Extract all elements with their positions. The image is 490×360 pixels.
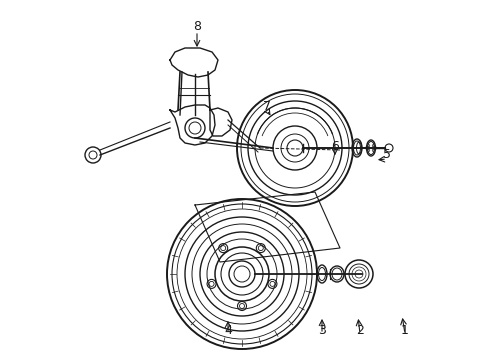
- Text: 5: 5: [383, 148, 391, 162]
- Text: 8: 8: [193, 21, 201, 33]
- Text: 3: 3: [318, 324, 326, 337]
- Text: 1: 1: [401, 324, 409, 337]
- Text: 2: 2: [356, 324, 364, 337]
- Text: 6: 6: [331, 139, 339, 153]
- Text: 4: 4: [224, 324, 232, 337]
- Text: 7: 7: [263, 99, 271, 112]
